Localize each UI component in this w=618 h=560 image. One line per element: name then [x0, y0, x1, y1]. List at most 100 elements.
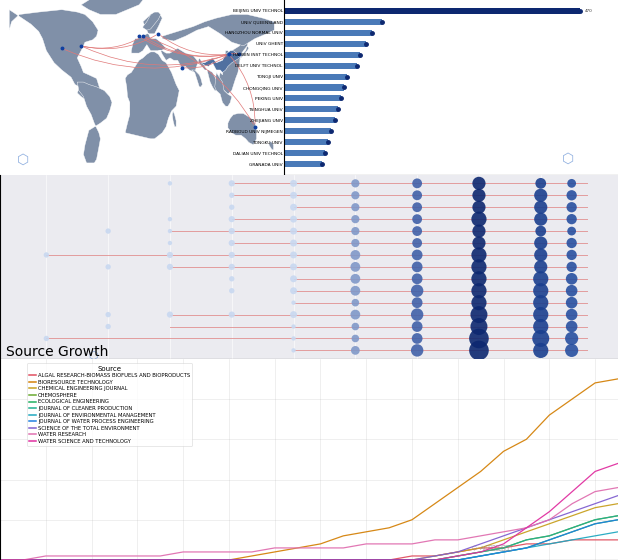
- Point: [474, 322, 484, 331]
- Point: [289, 250, 298, 259]
- Point: [289, 322, 298, 331]
- Point: [567, 274, 577, 283]
- Text: ⬡: ⬡: [88, 351, 98, 361]
- Point: [536, 298, 546, 307]
- Polygon shape: [172, 111, 176, 127]
- Point: [350, 310, 360, 319]
- Point: [350, 250, 360, 259]
- Point: [289, 334, 298, 343]
- Point: [567, 298, 577, 307]
- Bar: [284, 139, 328, 145]
- Point: [289, 179, 298, 188]
- Point: [350, 191, 360, 200]
- Point: [350, 322, 360, 331]
- Bar: [284, 128, 331, 134]
- Point: [350, 227, 360, 236]
- Bar: [284, 85, 344, 91]
- Point: [412, 214, 422, 223]
- Point: [289, 286, 298, 295]
- Point: [536, 322, 546, 331]
- Point: [165, 310, 175, 319]
- Polygon shape: [143, 12, 161, 30]
- Point: [350, 263, 360, 272]
- Bar: [284, 52, 360, 58]
- Point: [567, 179, 577, 188]
- Point: [536, 334, 546, 343]
- Point: [412, 334, 422, 343]
- Point: [567, 263, 577, 272]
- Point: [567, 191, 577, 200]
- Point: [103, 322, 113, 331]
- Legend: ALGAL RESEARCH-BIOMASS BIOFUELS AND BIOPRODUCTS, BIORESOURCE TECHNOLOGY, CHEMICA: ALGAL RESEARCH-BIOMASS BIOFUELS AND BIOP…: [27, 363, 192, 446]
- Point: [412, 346, 422, 355]
- Point: [412, 263, 422, 272]
- Point: [474, 250, 484, 259]
- Point: [165, 239, 175, 248]
- Point: [412, 310, 422, 319]
- Polygon shape: [77, 82, 112, 163]
- Point: [567, 334, 577, 343]
- Point: [165, 179, 175, 188]
- Point: [350, 214, 360, 223]
- Point: [536, 191, 546, 200]
- Point: [567, 239, 577, 248]
- Point: [412, 298, 422, 307]
- Point: [350, 274, 360, 283]
- X-axis label: Articles: Articles: [439, 188, 463, 193]
- Text: Source Growth: Source Growth: [6, 345, 109, 359]
- Point: [227, 179, 237, 188]
- Polygon shape: [81, 0, 143, 15]
- Point: [227, 250, 237, 259]
- Bar: [284, 19, 382, 25]
- Point: [227, 203, 237, 212]
- Point: [289, 298, 298, 307]
- Bar: [284, 73, 347, 80]
- Point: [412, 203, 422, 212]
- Polygon shape: [158, 34, 249, 94]
- Point: [350, 179, 360, 188]
- Point: [567, 250, 577, 259]
- Point: [536, 346, 546, 355]
- Point: [536, 263, 546, 272]
- Point: [474, 310, 484, 319]
- Point: [474, 203, 484, 212]
- Point: [536, 286, 546, 295]
- Point: [412, 227, 422, 236]
- Point: [350, 298, 360, 307]
- Point: [567, 227, 577, 236]
- Point: [474, 214, 484, 223]
- Polygon shape: [125, 52, 179, 139]
- Point: [536, 179, 546, 188]
- Point: [474, 298, 484, 307]
- Point: [350, 334, 360, 343]
- Point: [474, 346, 484, 355]
- Point: [289, 263, 298, 272]
- Polygon shape: [9, 10, 101, 102]
- Point: [474, 191, 484, 200]
- Bar: [284, 161, 322, 167]
- Point: [227, 239, 237, 248]
- Point: [567, 203, 577, 212]
- Point: [567, 214, 577, 223]
- Point: [536, 310, 546, 319]
- Point: [165, 214, 175, 223]
- Polygon shape: [215, 72, 232, 106]
- Point: [227, 214, 237, 223]
- Point: [227, 310, 237, 319]
- Text: ⬡: ⬡: [562, 152, 574, 166]
- Point: [536, 250, 546, 259]
- Point: [412, 286, 422, 295]
- Point: [289, 203, 298, 212]
- Polygon shape: [228, 114, 256, 145]
- Point: [350, 239, 360, 248]
- Point: [103, 227, 113, 236]
- Point: [536, 274, 546, 283]
- Point: [474, 263, 484, 272]
- Point: [474, 227, 484, 236]
- Text: ⬡: ⬡: [17, 152, 29, 166]
- Point: [474, 334, 484, 343]
- Point: [165, 250, 175, 259]
- Point: [536, 214, 546, 223]
- Bar: [284, 30, 373, 36]
- Polygon shape: [163, 15, 274, 46]
